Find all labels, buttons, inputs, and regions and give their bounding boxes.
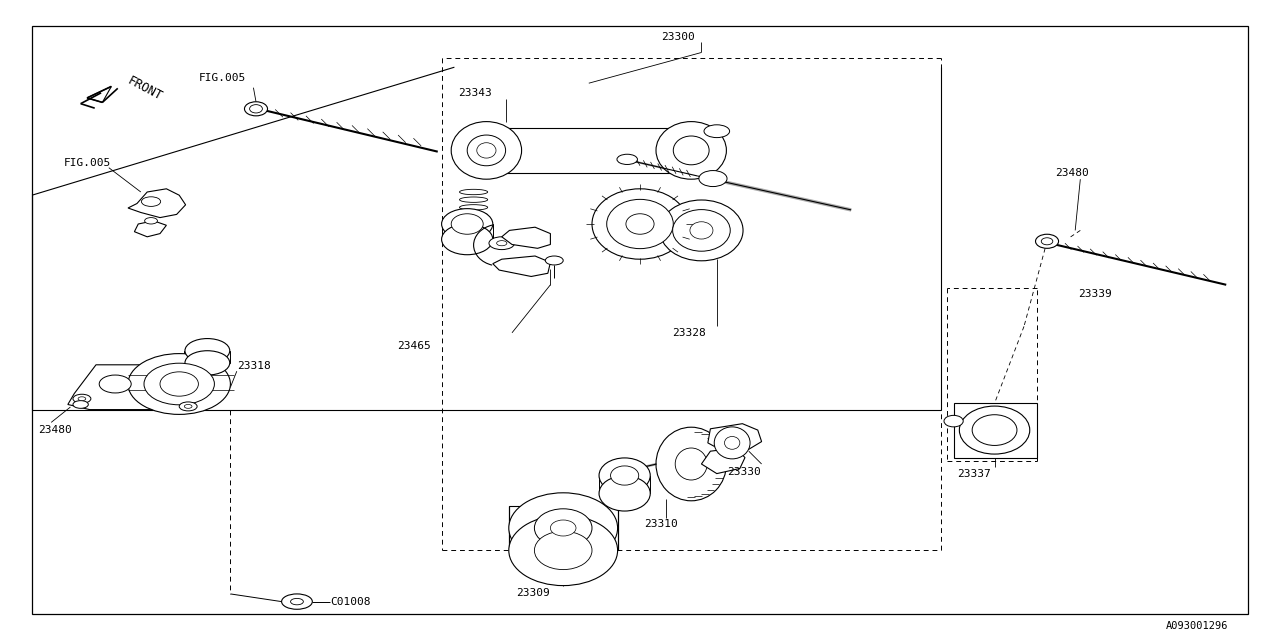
Ellipse shape	[660, 200, 744, 260]
Polygon shape	[708, 424, 762, 451]
Ellipse shape	[535, 531, 591, 570]
Ellipse shape	[467, 135, 506, 166]
Text: 23343: 23343	[458, 88, 492, 98]
Ellipse shape	[452, 122, 522, 179]
Ellipse shape	[973, 415, 1018, 445]
Text: A093001296: A093001296	[1166, 621, 1229, 631]
Polygon shape	[128, 189, 186, 218]
Ellipse shape	[509, 493, 618, 563]
Ellipse shape	[676, 448, 708, 480]
Ellipse shape	[1042, 237, 1052, 244]
Ellipse shape	[145, 218, 157, 224]
Ellipse shape	[442, 209, 493, 239]
Text: 23480: 23480	[1055, 168, 1088, 178]
Text: FIG.005: FIG.005	[198, 73, 246, 83]
Ellipse shape	[460, 189, 488, 195]
Text: FRONT: FRONT	[125, 74, 165, 103]
Ellipse shape	[282, 594, 312, 609]
Ellipse shape	[673, 136, 709, 164]
Ellipse shape	[442, 224, 493, 255]
Polygon shape	[493, 256, 550, 276]
Ellipse shape	[724, 436, 740, 449]
Ellipse shape	[184, 404, 192, 408]
Ellipse shape	[476, 143, 497, 158]
Ellipse shape	[657, 428, 727, 500]
Ellipse shape	[617, 154, 637, 164]
Ellipse shape	[489, 237, 515, 250]
Ellipse shape	[960, 406, 1029, 454]
Ellipse shape	[460, 205, 488, 210]
Ellipse shape	[704, 125, 730, 138]
Ellipse shape	[714, 427, 750, 459]
Ellipse shape	[657, 122, 727, 179]
Text: FIG.005: FIG.005	[64, 158, 111, 168]
Polygon shape	[87, 86, 111, 102]
Ellipse shape	[78, 397, 86, 401]
Ellipse shape	[460, 228, 488, 233]
Text: 23310: 23310	[644, 518, 677, 529]
Text: 23339: 23339	[1078, 289, 1111, 300]
Ellipse shape	[100, 375, 131, 393]
Ellipse shape	[186, 339, 230, 363]
Ellipse shape	[186, 351, 230, 375]
Polygon shape	[68, 365, 211, 410]
Ellipse shape	[128, 353, 230, 415]
Ellipse shape	[626, 214, 654, 234]
Text: 23337: 23337	[957, 468, 991, 479]
Ellipse shape	[599, 458, 650, 493]
Bar	[184, 351, 230, 363]
Text: C01008: C01008	[330, 596, 371, 607]
Polygon shape	[701, 448, 745, 474]
Ellipse shape	[599, 476, 650, 511]
Ellipse shape	[699, 170, 727, 187]
Ellipse shape	[690, 221, 713, 239]
Text: 23328: 23328	[672, 328, 705, 338]
Ellipse shape	[611, 466, 639, 485]
Ellipse shape	[291, 598, 303, 605]
Ellipse shape	[607, 200, 673, 248]
Ellipse shape	[452, 214, 484, 234]
Bar	[509, 506, 618, 550]
Ellipse shape	[550, 520, 576, 536]
Ellipse shape	[460, 212, 488, 218]
Ellipse shape	[141, 196, 161, 206]
Text: 23480: 23480	[38, 425, 72, 435]
Ellipse shape	[250, 105, 262, 113]
Ellipse shape	[73, 394, 91, 403]
Ellipse shape	[945, 415, 964, 427]
Bar	[954, 403, 1037, 458]
Bar	[442, 224, 493, 239]
Bar	[599, 476, 650, 493]
Ellipse shape	[591, 189, 689, 259]
Text: 23300: 23300	[662, 32, 695, 42]
Text: 23330: 23330	[727, 467, 760, 477]
Text: 23309: 23309	[516, 588, 549, 598]
Ellipse shape	[1036, 234, 1059, 248]
Text: 23318: 23318	[237, 361, 270, 371]
Ellipse shape	[545, 256, 563, 265]
Ellipse shape	[673, 209, 730, 251]
Polygon shape	[134, 221, 166, 237]
Ellipse shape	[509, 515, 618, 586]
Ellipse shape	[160, 372, 198, 396]
Ellipse shape	[460, 197, 488, 202]
Ellipse shape	[143, 363, 215, 405]
Ellipse shape	[497, 241, 507, 246]
Text: 23465: 23465	[397, 340, 430, 351]
Ellipse shape	[73, 401, 88, 408]
Ellipse shape	[244, 102, 268, 116]
Ellipse shape	[179, 402, 197, 411]
Ellipse shape	[460, 220, 488, 225]
Ellipse shape	[535, 509, 591, 547]
Polygon shape	[502, 227, 550, 248]
